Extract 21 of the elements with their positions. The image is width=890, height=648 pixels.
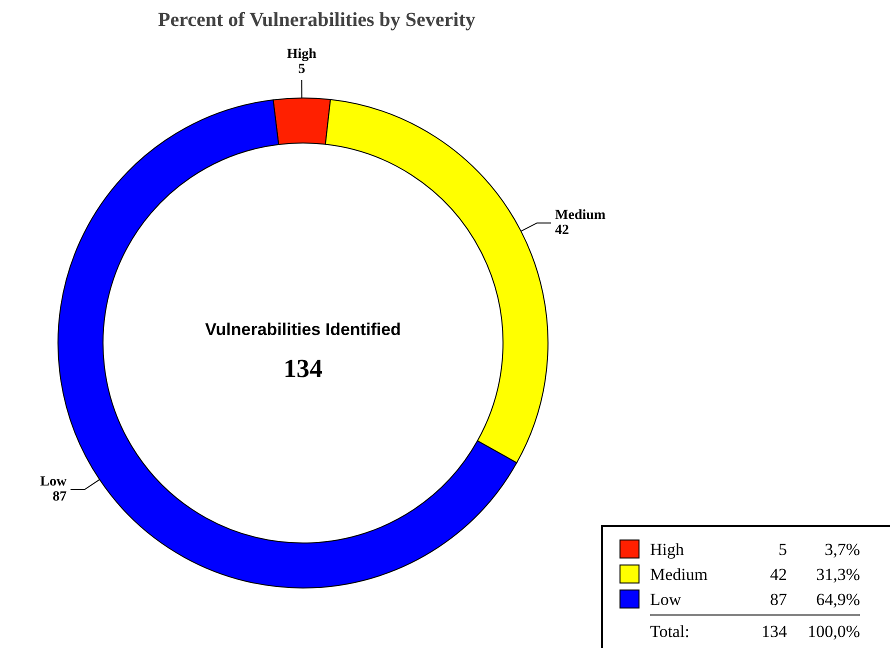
text: Vulnerabilities Identified	[205, 320, 401, 339]
data-label: 5	[298, 62, 306, 78]
slice-label: Low	[40, 474, 68, 490]
text: 87	[770, 590, 788, 609]
text: 64,9%	[816, 590, 860, 609]
chart-title: Percent of Vulnerabilities by Severity	[158, 9, 476, 31]
slice-label: High	[286, 47, 317, 62]
text: 100,0%	[808, 622, 860, 641]
data-label: 42	[555, 222, 570, 238]
data-label: 87	[52, 490, 67, 505]
text: Total:	[650, 622, 690, 641]
text: 3,7%	[824, 540, 860, 559]
text: 5	[778, 540, 787, 559]
legend-label: Low	[650, 590, 682, 609]
text: 134	[284, 354, 322, 383]
text: 42	[770, 565, 787, 584]
legend-label: Medium	[650, 565, 708, 584]
text: 31,3%	[816, 565, 860, 584]
text: 134	[762, 622, 788, 641]
legend-label: High	[650, 540, 684, 559]
slice-label: Medium	[555, 208, 606, 223]
